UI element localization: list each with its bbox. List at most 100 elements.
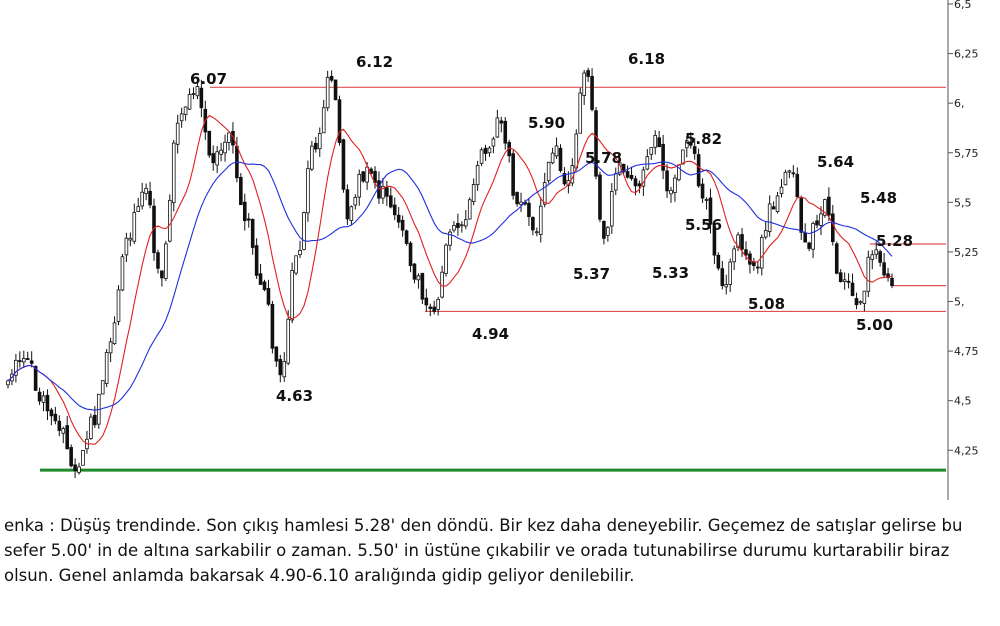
y-tick-label: 5,75 <box>954 147 979 160</box>
candle <box>550 147 555 165</box>
candle <box>475 160 480 191</box>
candle-body <box>594 110 598 177</box>
candle-body <box>499 120 504 124</box>
candle <box>187 88 192 110</box>
candle-body <box>815 220 819 226</box>
candle <box>207 130 212 158</box>
candle-body <box>45 394 50 412</box>
candle-body <box>57 420 62 431</box>
candle <box>531 216 535 236</box>
candle <box>37 387 42 405</box>
candle <box>645 149 650 171</box>
candle <box>160 270 164 287</box>
candle <box>452 221 456 233</box>
candle-body <box>834 243 839 274</box>
candle <box>546 161 551 184</box>
candle <box>116 285 121 326</box>
candle-body <box>728 261 732 285</box>
candle <box>175 114 180 154</box>
candle <box>385 180 389 206</box>
candle <box>85 430 89 454</box>
candle <box>503 117 508 150</box>
candle-body <box>298 250 302 256</box>
candle-body <box>274 346 279 362</box>
candle-body <box>282 361 287 378</box>
candle-body <box>219 149 223 155</box>
candle-body <box>870 254 875 260</box>
candle-body <box>684 140 689 149</box>
annotation-label: 4.94 <box>472 325 509 343</box>
candle-body <box>65 425 69 450</box>
candle <box>878 249 882 267</box>
candle <box>625 165 630 179</box>
candle-body <box>428 306 433 309</box>
annotation-label: 5.33 <box>652 264 689 282</box>
candle-body <box>463 219 468 227</box>
candle-body <box>531 216 535 231</box>
candle-body <box>325 76 330 109</box>
candle <box>590 68 594 112</box>
candle <box>771 201 776 210</box>
candle-body <box>831 213 835 243</box>
candle <box>357 169 362 206</box>
candle-body <box>456 223 460 229</box>
candle-body <box>345 189 350 220</box>
candle <box>890 273 894 289</box>
annotation-label: 5.48 <box>860 189 897 207</box>
candle-body <box>191 93 196 95</box>
candle-body <box>791 172 796 175</box>
candle <box>333 79 338 101</box>
candle <box>479 147 484 167</box>
candle <box>866 250 871 297</box>
candle <box>25 351 30 361</box>
candle <box>752 258 756 271</box>
candle-body <box>290 270 294 321</box>
candle-body <box>665 170 669 192</box>
candle-body <box>21 358 26 363</box>
candle-body <box>231 131 235 146</box>
candle-body <box>314 142 318 150</box>
y-axis: 4,25 4,5 4,75 5, 5,25 5,5 5,75 6, 6,25 6,5 <box>947 0 979 500</box>
candle-body <box>874 249 879 255</box>
candle-body <box>361 171 365 182</box>
candle <box>641 166 646 196</box>
candle <box>120 253 125 292</box>
candle <box>471 178 476 206</box>
candle-body <box>171 142 176 204</box>
candle-body <box>511 153 515 196</box>
candle-body <box>317 133 322 150</box>
annotation-label: 5.64 <box>817 153 854 171</box>
candle <box>791 165 796 178</box>
y-tick-label: 6, <box>954 97 965 110</box>
candle <box>278 354 283 383</box>
candle <box>254 238 259 279</box>
candle <box>834 241 839 275</box>
candle-body <box>353 197 358 206</box>
candle <box>542 172 547 208</box>
candle-body <box>649 147 654 155</box>
candle-body <box>519 201 523 205</box>
candle-body <box>424 297 429 306</box>
candle-body <box>18 360 22 362</box>
candle <box>558 144 563 173</box>
candle-body <box>436 298 440 310</box>
candle-body <box>629 174 634 179</box>
candle <box>570 158 575 187</box>
candle-body <box>124 237 129 256</box>
candle-body <box>160 270 164 279</box>
candle <box>594 107 598 180</box>
candle <box>45 389 50 421</box>
candle <box>290 262 294 324</box>
candle <box>179 107 184 128</box>
candle-body <box>89 416 93 439</box>
candle <box>57 415 62 437</box>
candle-body <box>838 272 843 282</box>
candle <box>6 379 10 389</box>
candle-body <box>767 203 772 232</box>
candle-body <box>669 190 673 195</box>
candle-body <box>164 243 168 279</box>
candle-body <box>432 306 437 312</box>
annotation-label: 5.82 <box>685 130 722 148</box>
candle-body <box>61 428 66 434</box>
candle <box>787 169 792 179</box>
